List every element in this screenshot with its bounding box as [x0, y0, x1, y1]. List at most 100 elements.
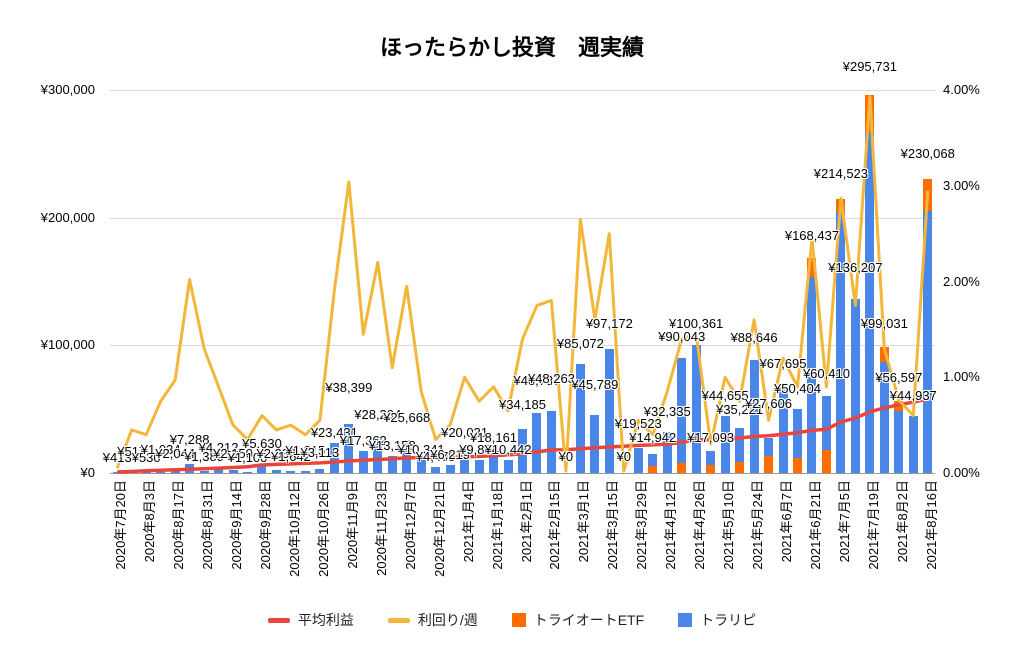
legend-item-bar: トラリピ	[678, 610, 756, 630]
right-axis-tick: 0.00%	[943, 465, 980, 480]
weekly-yield-line	[115, 95, 930, 473]
bar-data-label: ¥7,288	[169, 431, 210, 447]
bar-data-label: ¥18,161	[470, 429, 518, 445]
bar-segment-trioto-etf	[706, 464, 716, 473]
bar-segment-traripi	[706, 451, 716, 465]
bar-segment-trioto-etf	[923, 179, 933, 212]
right-axis-tick: 1.00%	[943, 369, 980, 385]
bar-data-label: ¥44,655	[701, 387, 749, 403]
bar-segment-traripi	[865, 132, 875, 473]
bar-data-label: ¥35,221	[716, 402, 764, 418]
bar-segment-traripi	[793, 408, 802, 458]
legend-label: 利回り/週	[417, 612, 478, 628]
bar-data-label: ¥45,789	[571, 376, 619, 392]
legend-label: トラリピ	[700, 612, 757, 628]
bar-data-label: ¥517	[117, 444, 147, 460]
bar-segment-traripi	[112, 472, 122, 473]
right-axis-tick: 3.00%	[943, 177, 980, 193]
bar-data-label: ¥48,263	[527, 371, 575, 387]
bar-segment-traripi	[836, 211, 846, 473]
legend-swatch-icon	[387, 617, 410, 623]
bar-segment-traripi	[503, 459, 513, 473]
bar-segment-trioto-etf	[648, 465, 658, 473]
bar-segment-traripi	[764, 437, 774, 457]
bar-segment-traripi	[532, 413, 542, 473]
bar-data-label: ¥27,606	[745, 395, 793, 411]
bar-segment-trioto-etf	[865, 95, 875, 133]
bar-data-label: ¥32,335	[643, 403, 691, 419]
bar-segment-traripi	[850, 299, 860, 473]
bar-data-label: ¥23,431	[310, 425, 358, 441]
bar-segment-traripi	[185, 463, 195, 473]
bar-data-label: ¥97,172	[585, 315, 633, 331]
left-axis-tick: ¥300,000	[40, 82, 95, 97]
bar-data-label: ¥85,072	[556, 336, 604, 352]
legend-label: 平均利益	[297, 612, 354, 628]
bar-segment-traripi	[821, 395, 831, 451]
bar-data-label: ¥6,219	[430, 447, 471, 463]
bar-segment-trioto-etf	[807, 257, 817, 278]
bar-data-label: ¥100,361	[669, 315, 724, 331]
legend: 平均利益 利回り/週 トライオートETF トラリピ	[0, 610, 1024, 630]
bar-data-label: ¥34,185	[499, 397, 546, 413]
bar-data-label: ¥168,437	[784, 227, 840, 243]
bar-segment-traripi	[127, 472, 137, 473]
bar-data-label: ¥1,100	[227, 449, 268, 465]
bar-data-label: ¥10,442	[484, 441, 532, 457]
bar-segment-traripi	[141, 472, 151, 473]
bar-segment-traripi	[735, 428, 745, 462]
bar-segment-traripi	[474, 460, 484, 473]
bar-segment-trioto-etf	[821, 450, 831, 473]
bar-data-label: ¥13,158	[368, 438, 416, 454]
bar-data-label: ¥88,646	[730, 329, 778, 345]
bar-data-label: ¥214,523	[813, 166, 869, 182]
bar-data-label: ¥4,212	[198, 439, 239, 455]
bar-segment-trioto-etf	[764, 456, 774, 473]
bar-data-label: ¥19,523	[614, 416, 662, 432]
bar-segment-traripi	[604, 348, 614, 473]
legend-swatch-icon	[678, 613, 693, 627]
bar-data-label: ¥230,068	[900, 146, 955, 162]
bar-data-label: ¥3,113	[300, 445, 340, 461]
bar-segment-traripi	[908, 415, 918, 473]
legend-item-line: 利回り/週	[387, 610, 478, 630]
bar-data-label: ¥50,404	[774, 380, 821, 396]
bar-segment-traripi	[923, 211, 933, 473]
bar-data-label: ¥136,207	[828, 260, 883, 276]
bar-segment-traripi	[214, 467, 224, 473]
bar-data-label: ¥2,150	[213, 446, 253, 462]
bar-segment-traripi	[156, 471, 166, 473]
bar-segment-traripi	[358, 450, 368, 473]
bar-segment-traripi	[170, 470, 180, 473]
bar-segment-traripi	[431, 467, 441, 473]
bar-segment-trioto-etf	[677, 462, 687, 473]
bar-data-label: ¥9,804	[459, 442, 499, 458]
bar-data-label: ¥28,204	[354, 406, 402, 422]
bar-data-label: ¥1,034	[140, 441, 181, 457]
bar-segment-traripi	[590, 414, 600, 473]
bar-segment-traripi	[257, 465, 267, 473]
bar-segment-traripi	[286, 470, 296, 473]
bar-segment-traripi	[243, 471, 252, 473]
left-axis-tick: ¥100,000	[40, 337, 95, 353]
bar-data-label: ¥4,475	[415, 449, 456, 465]
bar-segment-traripi	[300, 471, 310, 473]
bar-data-label: ¥295,731	[842, 59, 897, 75]
bar-data-label: ¥20,031	[441, 425, 489, 441]
gridline	[110, 473, 935, 474]
bar-data-label: ¥10,341	[397, 441, 445, 457]
gridline	[110, 217, 935, 219]
bar-segment-trioto-etf	[836, 199, 846, 212]
bar-data-label: ¥1,642	[271, 448, 311, 464]
bar-segment-trioto-etf	[793, 457, 802, 473]
bar-data-label: ¥2,044	[155, 446, 196, 462]
bar-data-label: ¥1,215	[285, 443, 326, 459]
right-axis-tick: 2.00%	[943, 273, 980, 289]
bar-data-label: ¥90,043	[658, 329, 706, 345]
bar-segment-traripi	[445, 465, 455, 473]
bar-data-label: ¥99,031	[860, 315, 908, 331]
bar-data-label: ¥44,937	[889, 387, 937, 403]
bar-data-label: ¥60,410	[802, 365, 850, 381]
right-axis-tick: 4.00%	[943, 82, 980, 97]
bar-data-label: ¥0	[616, 449, 632, 464]
